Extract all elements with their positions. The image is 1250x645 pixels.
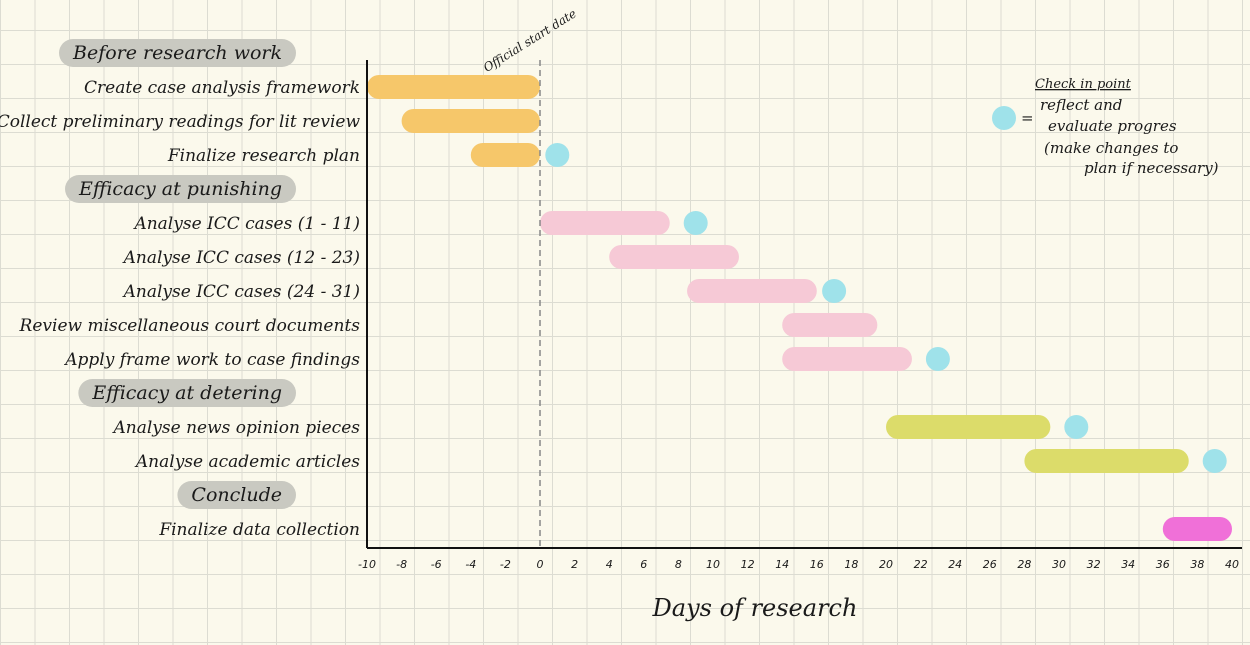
section-label: Efficacy at punishing — [78, 178, 282, 200]
task-bar — [782, 347, 912, 371]
task-label: Finalize data collection — [158, 520, 360, 540]
check-in-point — [925, 347, 950, 371]
task-label: Analyse news opinion pieces — [112, 418, 361, 438]
check-in-legend-line-1: reflect and — [1040, 96, 1122, 114]
task-bar — [367, 75, 540, 99]
x-tick-label: 8 — [675, 558, 682, 571]
task-label: Review miscellaneous court documents — [19, 316, 361, 336]
task-bar — [1162, 517, 1232, 541]
check-in-point — [822, 279, 847, 303]
task-bar — [687, 279, 817, 303]
task-bar — [609, 245, 739, 269]
task-label: Analyse ICC cases (1 - 11) — [132, 214, 360, 234]
section-label: Efficacy at detering — [91, 382, 282, 404]
x-tick-label: 38 — [1190, 558, 1204, 571]
x-tick-label: 14 — [775, 558, 789, 571]
section-pill — [59, 39, 296, 67]
x-tick-label: 6 — [640, 558, 647, 571]
check-in-legend-marker — [992, 106, 1016, 130]
check-in-point — [1202, 449, 1227, 473]
x-tick-label: 0 — [537, 558, 544, 571]
task-bars — [367, 75, 1232, 541]
x-tick-labels: -10 -8 -6 -4 -2 0 2 4 6 8 10 12 14 16 18 20 22 24 26 28 30 32… — [358, 558, 1239, 571]
check-in-legend-line-3: (make changes to — [1044, 139, 1178, 157]
x-tick-label: -4 — [465, 558, 476, 571]
check-in-point — [683, 211, 708, 235]
task-labels: Create case analysis framework Collect pr… — [0, 78, 360, 540]
x-tick-label: -2 — [500, 558, 511, 571]
x-tick-label: 40 — [1225, 558, 1239, 571]
check-in-legend-line-4: plan if necessary) — [1084, 159, 1219, 177]
section-pill — [177, 481, 296, 509]
x-tick-label: 20 — [879, 558, 893, 571]
task-label: Collect preliminary readings for lit rev… — [0, 112, 360, 132]
task-bar — [540, 211, 670, 235]
x-tick-label: -8 — [396, 558, 407, 571]
section-label: Before research work — [72, 42, 282, 64]
check-in-legend-equals: = — [1021, 109, 1034, 127]
task-label: Analyse ICC cases (12 - 23) — [122, 248, 360, 268]
check-in-legend: Check in point = reflect and evaluate pr… — [992, 77, 1219, 177]
x-tick-label: 22 — [914, 558, 928, 571]
section-pill — [65, 175, 296, 203]
x-tick-label: 28 — [1017, 558, 1031, 571]
x-tick-label: 24 — [948, 558, 962, 571]
x-tick-label: 26 — [983, 558, 997, 571]
x-tick-label: 34 — [1121, 558, 1135, 571]
x-tick-label: 32 — [1087, 558, 1101, 571]
check-in-point — [545, 143, 570, 167]
x-tick-label: 30 — [1052, 558, 1066, 571]
x-tick-label: 16 — [810, 558, 824, 571]
check-in-legend-title: Check in point — [1035, 77, 1132, 92]
task-label: Analyse academic articles — [134, 452, 360, 472]
x-tick-label: 18 — [844, 558, 858, 571]
x-tick-label: 12 — [741, 558, 755, 571]
start-date-label: Official start date — [481, 6, 579, 74]
task-bar — [782, 313, 878, 337]
x-tick-label: -10 — [358, 558, 376, 571]
x-tick-label: 4 — [606, 558, 613, 571]
task-label: Finalize research plan — [167, 146, 360, 166]
task-bar — [401, 109, 540, 133]
check-in-point — [1064, 415, 1089, 439]
axes — [366, 60, 1242, 549]
task-bar — [1024, 449, 1189, 473]
task-label: Apply frame work to case findings — [63, 350, 360, 370]
x-tick-label: 10 — [706, 558, 720, 571]
task-label: Create case analysis framework — [84, 78, 360, 98]
check-in-legend-line-2: evaluate progres — [1048, 117, 1177, 135]
section-label: Conclude — [191, 484, 282, 506]
task-bar — [470, 143, 540, 167]
task-bar — [886, 415, 1051, 439]
x-tick-label: 2 — [571, 558, 578, 571]
x-tick-label: 36 — [1156, 558, 1170, 571]
x-tick-label: -6 — [431, 558, 442, 571]
section-labels: Before research work Efficacy at punishin… — [59, 39, 296, 509]
x-axis-title: Days of research — [652, 594, 858, 622]
section-pill — [78, 379, 296, 407]
task-label: Analyse ICC cases (24 - 31) — [122, 282, 360, 302]
